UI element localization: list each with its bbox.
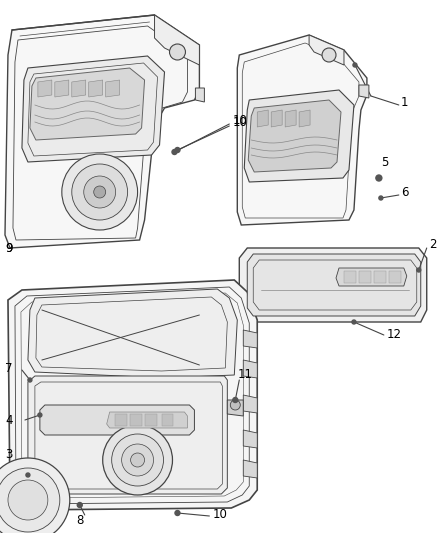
Circle shape (122, 444, 154, 476)
Polygon shape (244, 90, 354, 182)
Polygon shape (309, 35, 344, 65)
Polygon shape (38, 80, 52, 97)
Text: 9: 9 (5, 241, 13, 254)
Polygon shape (243, 430, 257, 448)
Circle shape (175, 148, 180, 152)
Polygon shape (243, 395, 257, 413)
Polygon shape (359, 271, 371, 283)
Text: 10: 10 (212, 508, 227, 521)
Text: 10: 10 (232, 116, 247, 128)
Text: 4: 4 (5, 414, 13, 426)
Text: 8: 8 (76, 513, 84, 527)
Polygon shape (55, 80, 69, 97)
Circle shape (170, 44, 185, 60)
Polygon shape (72, 80, 86, 97)
Text: 10: 10 (232, 114, 247, 126)
Polygon shape (237, 35, 367, 225)
Polygon shape (257, 110, 268, 127)
Circle shape (8, 480, 48, 520)
Polygon shape (40, 405, 194, 435)
Text: 2: 2 (429, 238, 436, 252)
Circle shape (131, 453, 145, 467)
Text: 3: 3 (5, 448, 12, 462)
Circle shape (379, 196, 383, 200)
Polygon shape (5, 15, 199, 248)
Circle shape (376, 175, 382, 181)
Circle shape (102, 425, 173, 495)
Polygon shape (195, 88, 205, 102)
Circle shape (84, 176, 116, 208)
Polygon shape (243, 460, 257, 478)
Circle shape (62, 154, 138, 230)
Polygon shape (30, 68, 145, 140)
Polygon shape (106, 80, 120, 97)
Text: 1: 1 (401, 96, 408, 109)
Polygon shape (239, 248, 427, 322)
Circle shape (230, 400, 240, 410)
Circle shape (72, 164, 127, 220)
Polygon shape (285, 110, 296, 127)
Polygon shape (248, 100, 341, 172)
Circle shape (94, 186, 106, 198)
Text: 12: 12 (387, 327, 402, 341)
Polygon shape (374, 271, 386, 283)
Polygon shape (359, 85, 369, 98)
Polygon shape (299, 110, 310, 127)
Polygon shape (107, 412, 187, 428)
Circle shape (28, 378, 32, 382)
Circle shape (0, 468, 60, 532)
Circle shape (77, 503, 82, 507)
Circle shape (417, 268, 421, 272)
Circle shape (172, 149, 177, 155)
Circle shape (0, 458, 70, 533)
Polygon shape (115, 414, 127, 426)
Polygon shape (243, 330, 257, 348)
Circle shape (353, 63, 357, 67)
Polygon shape (145, 414, 156, 426)
Polygon shape (89, 80, 102, 97)
Polygon shape (28, 376, 227, 494)
Polygon shape (271, 110, 282, 127)
Text: 7: 7 (5, 361, 13, 375)
Polygon shape (28, 289, 237, 378)
Text: 5: 5 (381, 157, 388, 169)
Circle shape (352, 320, 356, 324)
Text: 11: 11 (237, 367, 252, 381)
Polygon shape (155, 15, 199, 65)
Text: 9: 9 (5, 241, 13, 254)
Circle shape (38, 413, 42, 417)
Circle shape (175, 511, 180, 515)
Polygon shape (130, 414, 141, 426)
Polygon shape (22, 56, 165, 162)
Text: 6: 6 (401, 187, 408, 199)
Circle shape (233, 398, 238, 402)
Circle shape (112, 434, 163, 486)
Polygon shape (344, 271, 356, 283)
Polygon shape (336, 268, 407, 286)
Polygon shape (389, 271, 401, 283)
Polygon shape (8, 280, 257, 510)
Polygon shape (247, 254, 421, 316)
Polygon shape (243, 360, 257, 378)
Polygon shape (162, 414, 173, 426)
Circle shape (322, 48, 336, 62)
Circle shape (26, 473, 30, 477)
Polygon shape (227, 400, 243, 416)
